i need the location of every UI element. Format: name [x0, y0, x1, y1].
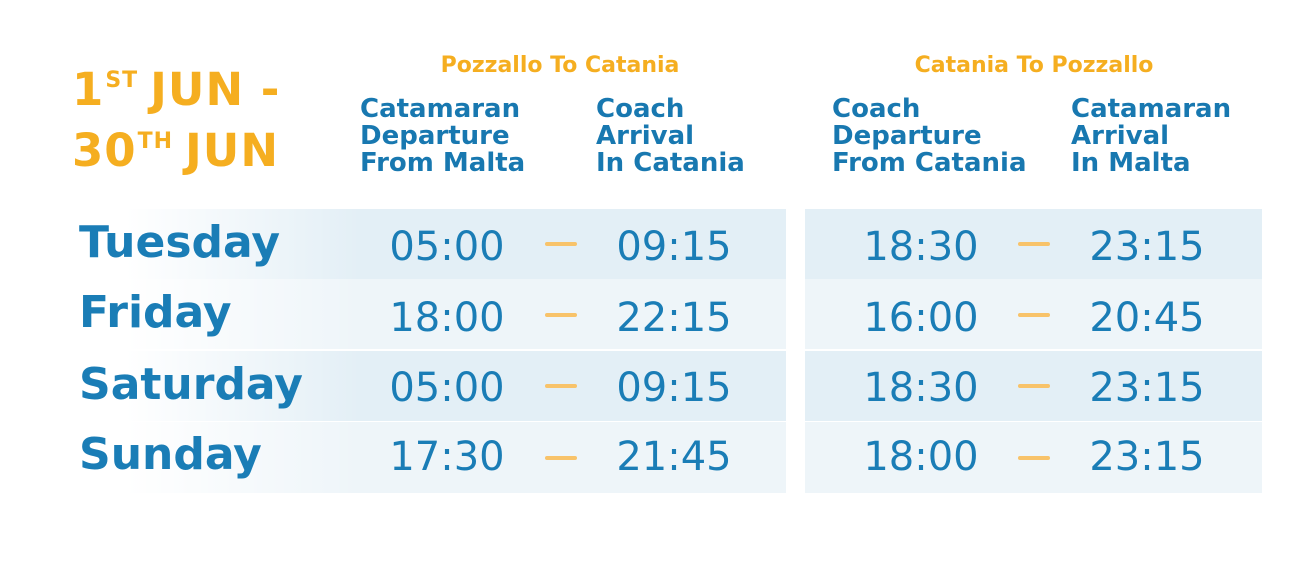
- dash-separator: [545, 384, 577, 388]
- return-departure-time: 18:30: [863, 365, 979, 411]
- header-line: Coach: [596, 94, 685, 124]
- header-line: Coach: [832, 94, 921, 124]
- outbound-arrival-time: 21:45: [616, 434, 732, 480]
- dash-separator: [1018, 456, 1050, 460]
- return-arrival-time: 23:15: [1089, 434, 1205, 480]
- return-departure-time: 16:00: [863, 295, 979, 341]
- header-line: In Catania: [596, 148, 745, 178]
- day-label: Tuesday: [79, 217, 281, 268]
- dash-separator: [1018, 313, 1050, 317]
- dash-separator: [545, 242, 577, 246]
- row-fade-overlay: [0, 209, 360, 493]
- day-label: Sunday: [79, 429, 262, 480]
- header-line: In Malta: [1071, 148, 1191, 178]
- outbound-departure-time: 18:00: [389, 295, 505, 341]
- return-arrival-time: 23:15: [1089, 365, 1205, 411]
- header-line: Departure: [360, 121, 510, 151]
- route-title-return: Catania To Pozzallo: [914, 53, 1154, 78]
- header-line: From Malta: [360, 148, 526, 178]
- return-departure-time: 18:00: [863, 434, 979, 480]
- column-header-coach-arrival-catania: Coach Arrival In Catania: [596, 96, 745, 177]
- date-range-line-1: 1ST JUN -: [72, 64, 280, 125]
- column-header-catamaran-departure-malta: Catamaran Departure From Malta: [360, 96, 525, 177]
- header-line: Arrival: [1071, 121, 1170, 151]
- date-range-line-2: 30TH JUN: [72, 125, 280, 186]
- dash-separator: [1018, 242, 1050, 246]
- day-label: Friday: [79, 287, 232, 338]
- outbound-table-background: [0, 209, 786, 493]
- return-arrival-time: 23:15: [1089, 224, 1205, 270]
- outbound-arrival-time: 09:15: [616, 365, 732, 411]
- date-end-day: 30: [72, 124, 137, 177]
- outbound-arrival-time: 22:15: [616, 295, 732, 341]
- day-label: Saturday: [79, 359, 303, 410]
- header-line: From Catania: [832, 148, 1027, 178]
- dash-separator: [545, 313, 577, 317]
- outbound-arrival-time: 09:15: [616, 224, 732, 270]
- route-title-outbound: Pozzallo To Catania: [440, 53, 680, 78]
- column-header-coach-departure-catania: Coach Departure From Catania: [832, 96, 1027, 177]
- date-start-rest: JUN -: [150, 63, 281, 116]
- date-range-heading: 1ST JUN - 30TH JUN: [72, 64, 280, 186]
- header-line: Departure: [832, 121, 982, 151]
- return-departure-time: 18:30: [863, 224, 979, 270]
- header-line: Catamaran: [360, 94, 521, 124]
- date-start-day: 1: [72, 63, 105, 116]
- return-arrival-time: 20:45: [1089, 295, 1205, 341]
- outbound-departure-time: 05:00: [389, 224, 505, 270]
- date-end-suffix: TH: [137, 129, 174, 154]
- date-end-rest: JUN: [185, 124, 279, 177]
- outbound-departure-time: 17:30: [389, 434, 505, 480]
- dash-separator: [1018, 384, 1050, 388]
- header-line: Arrival: [596, 121, 695, 151]
- date-start-suffix: ST: [105, 68, 139, 93]
- dash-separator: [545, 456, 577, 460]
- header-line: Catamaran: [1071, 94, 1232, 124]
- column-header-catamaran-arrival-malta: Catamaran Arrival In Malta: [1071, 96, 1231, 177]
- outbound-departure-time: 05:00: [389, 365, 505, 411]
